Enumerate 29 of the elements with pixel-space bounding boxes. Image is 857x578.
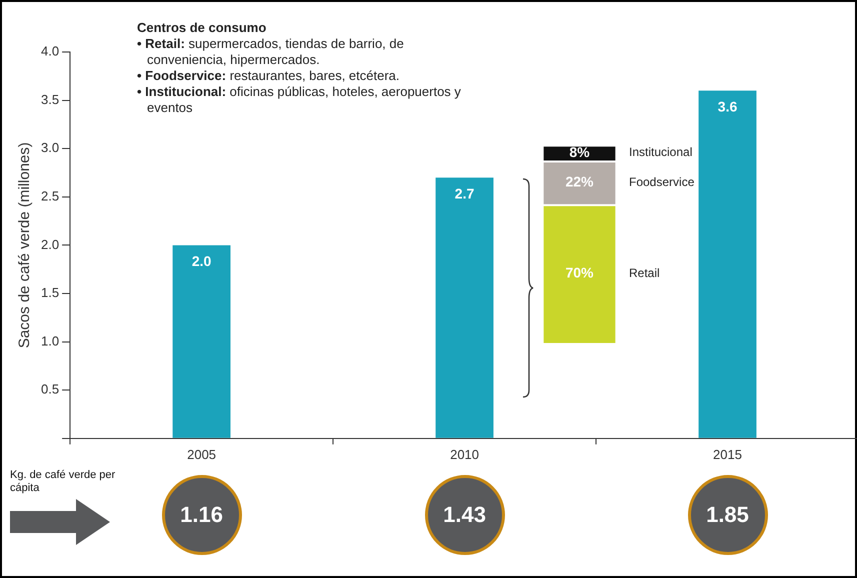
- data-label: 8%: [569, 144, 590, 160]
- series-label: Foodservice: [629, 174, 695, 189]
- y-tick-label: 3.5: [40, 92, 60, 107]
- data-label: 3.6: [718, 98, 738, 114]
- data-label: 1.16: [162, 475, 242, 555]
- y-tick-label: 3.0: [40, 140, 60, 156]
- x-tick-label: 2005: [187, 446, 216, 462]
- data-label: 22%: [565, 173, 594, 190]
- y-axis-title: Sacos de café verde (millones): [16, 142, 34, 348]
- y-tick-label: 4.0: [40, 44, 60, 59]
- data-label: 2.7: [454, 185, 474, 202]
- text: • Institucional: oficinas públicas, hoteles, aeropuertos y eventos: [137, 84, 461, 115]
- y-tick-label: 0.5: [40, 382, 60, 397]
- y-tick-label: 2.0: [40, 236, 60, 252]
- series-label: Retail: [629, 266, 660, 280]
- data-label: 1.85: [688, 475, 768, 555]
- series-label: Institucional: [629, 145, 692, 160]
- annotation: • Foodservice: restaurantes, bares, etcétera.: [137, 68, 401, 84]
- data-label: 1.43: [424, 475, 505, 555]
- data-label: 2.0: [192, 253, 212, 270]
- text: Centros de consumo: [137, 20, 268, 36]
- text: Kg. de café verde per cápita: [10, 469, 116, 495]
- y-tick-label: 1.0: [40, 333, 60, 348]
- y-tick-label: 2.5: [40, 188, 60, 204]
- annotation: • Retail: supermercados, tiendas de barrio, de conveniencia, hipermercados.: [137, 36, 405, 68]
- y-tick-label: 1.5: [40, 285, 60, 300]
- x-tick-label: 2015: [713, 446, 742, 462]
- data-label: 70%: [565, 264, 594, 281]
- x-tick-label: 2010: [450, 446, 479, 462]
